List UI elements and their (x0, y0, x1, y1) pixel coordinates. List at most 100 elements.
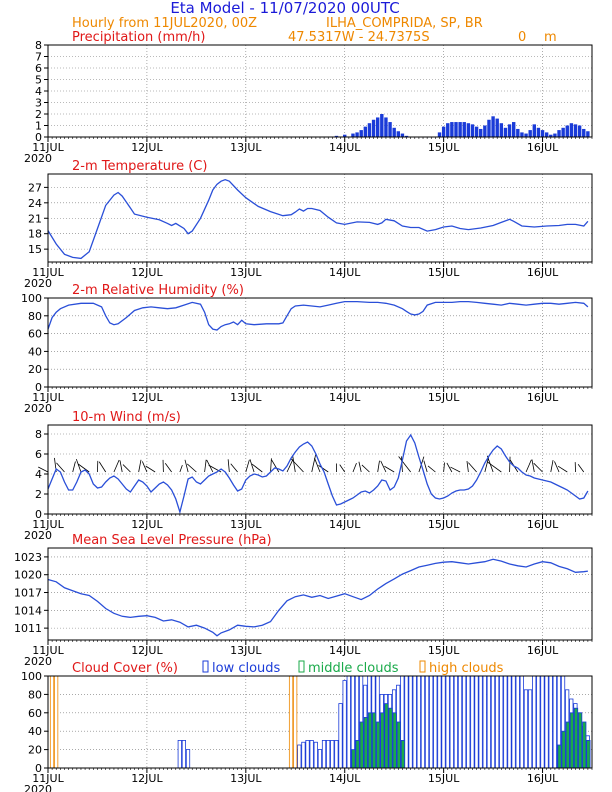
y-tick-label: 27 (28, 181, 42, 194)
x-tick-label: 16JUL (527, 772, 559, 785)
x-tick-label: 11JUL (32, 644, 64, 657)
x-tick-label: 14JUL (329, 644, 361, 657)
x-tick-label: 13JUL (230, 644, 262, 657)
y-tick-label: 21 (28, 212, 42, 225)
wind-barb (487, 461, 502, 473)
y-tick-label: 40 (28, 725, 42, 738)
cloud-bar (490, 675, 496, 769)
legend-label: middle clouds (308, 661, 399, 676)
legend-label: low clouds (212, 661, 281, 676)
cloud-bar (392, 712, 397, 769)
cloud-bar (367, 712, 373, 769)
wind-barb (423, 460, 428, 473)
cloud-bar (309, 740, 314, 769)
wind-barb (550, 460, 554, 473)
wind-barb (113, 459, 120, 473)
wind-barb (557, 465, 568, 473)
precip-bar (544, 132, 549, 137)
x-tick-label: 13JUL (230, 772, 262, 785)
cloud-bar (433, 675, 438, 769)
x-tick-label: 15JUL (428, 518, 460, 531)
y-tick-label: 18 (28, 228, 42, 241)
subtitle: Hourly from 11JUL2020, 00Z (72, 16, 257, 31)
precip-bar (384, 117, 388, 137)
precip-bar (351, 133, 355, 137)
wind-barb (339, 464, 346, 473)
cloud-bar (326, 740, 331, 769)
cloud-bar (330, 740, 335, 769)
wind-barb (466, 461, 469, 473)
cloud-bar (573, 707, 579, 769)
precip-bar (582, 128, 586, 137)
x-tick-label: 13JUL (230, 141, 262, 154)
precip-bar (392, 127, 396, 137)
cloud-bar (582, 721, 587, 769)
wind-barb (138, 459, 142, 473)
precip-bar (532, 124, 537, 137)
chart-title: Eta Model - 11/07/2020 00UTC (170, 0, 399, 17)
x-tick-label: 15JUL (428, 644, 460, 657)
y-tick-label: 5 (35, 74, 42, 87)
panel-cloud: 0 20 40 60 80 100 11JUL 12JUL 13JUL 14JUL 15JUL 16J… (21, 660, 593, 792)
wind-barb (179, 464, 183, 473)
x-year-label: 2020 (24, 655, 52, 668)
wind-barb (227, 459, 230, 473)
cloud-bar (511, 675, 516, 769)
x-year-label: 2020 (24, 529, 52, 542)
y-tick-label: 60 (28, 707, 42, 720)
cloud-bar (486, 675, 491, 769)
wind-barb (290, 458, 304, 473)
y-tick-label: 1011 (14, 622, 42, 635)
precip-bar (371, 119, 376, 137)
precip-bar (437, 132, 442, 137)
precip-bar (458, 122, 462, 137)
cloud-bar (321, 740, 327, 769)
wind-barb (450, 466, 461, 473)
cloud-bar (301, 741, 306, 769)
x-year-label: 2020 (24, 783, 52, 792)
cloud-bar (376, 721, 381, 769)
coords: 47.5317W - 24.7375S (288, 30, 430, 45)
cloud-bar (429, 675, 434, 769)
cloud-bar (474, 675, 479, 769)
legend-swatch (202, 660, 209, 673)
x-tick-label: 16JUL (527, 644, 559, 657)
precip-bar (483, 125, 487, 137)
legend-label: high clouds (429, 661, 504, 676)
cloud-bar (532, 675, 537, 769)
cloud-bar (548, 675, 553, 769)
precip-bar (396, 131, 401, 137)
precip-bar (334, 135, 339, 137)
wind-barb (533, 462, 543, 473)
cloud-bar (355, 740, 360, 769)
wind-barb (311, 454, 317, 473)
y-tick-label: 1023 (14, 551, 42, 564)
x-tick-label: 16JUL (527, 266, 559, 279)
x-tick-label: 15JUL (428, 391, 460, 404)
series-line-rh (47, 300, 589, 331)
precip-bar (495, 118, 499, 137)
cloud-bar (177, 740, 182, 769)
x-tick-label: 11JUL (32, 772, 64, 785)
x-tick-label: 12JUL (131, 141, 163, 154)
legend-swatch (419, 660, 426, 673)
wind-barb (271, 459, 280, 473)
precip-bar (540, 130, 545, 137)
y-tick-label: 1014 (14, 604, 42, 617)
wind-barb (361, 464, 370, 473)
precip-bar (561, 127, 565, 137)
cloud-bar (495, 675, 500, 769)
precip-bar (367, 123, 372, 137)
cloud-bar (338, 703, 343, 769)
y-tick-label: 0 (35, 508, 42, 521)
cloud-bar (569, 712, 574, 769)
series-line-wind (47, 433, 589, 515)
legend-swatch (298, 660, 305, 673)
precip-bar (450, 122, 454, 137)
wind-barb (577, 464, 585, 473)
y-tick-label: 60 (28, 328, 42, 341)
y-tick-label: 8 (35, 428, 42, 441)
wind-barb (531, 459, 535, 473)
wind-barb (427, 465, 436, 473)
cloud-bar (305, 740, 310, 769)
